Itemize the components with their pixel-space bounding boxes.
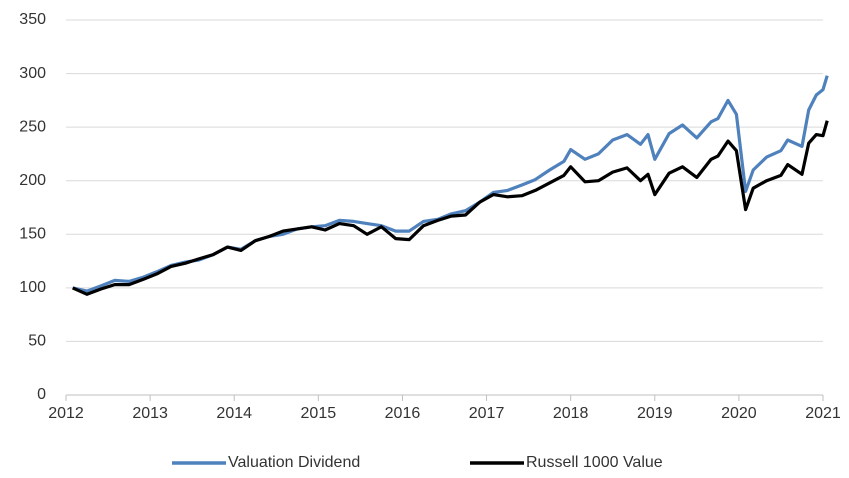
y-tick-label: 150 [19,226,46,243]
x-tick-label: 2020 [721,405,757,422]
y-tick-label: 250 [19,118,46,135]
x-tick-label: 2013 [132,405,168,422]
x-tick-label: 2014 [216,405,252,422]
x-tick-label: 2016 [385,405,421,422]
x-tick-label: 2015 [301,405,337,422]
y-tick-label: 350 [19,11,46,28]
legend-label: Russell 1000 Value [526,454,663,471]
x-tick-label: 2019 [637,405,673,422]
y-tick-label: 300 [19,65,46,82]
legend-label: Valuation Dividend [228,454,360,471]
x-tick-label: 2018 [553,405,589,422]
line-series [72,75,829,293]
y-tick-label: 100 [19,279,46,296]
y-tick-label: 200 [19,172,46,189]
y-tick-label: 50 [28,333,46,350]
x-tick-label: 2012 [48,405,84,422]
y-tick-label: 0 [37,386,46,403]
x-tick-label: 2017 [469,405,505,422]
line-series [72,120,829,296]
x-tick-label: 2021 [805,405,841,422]
